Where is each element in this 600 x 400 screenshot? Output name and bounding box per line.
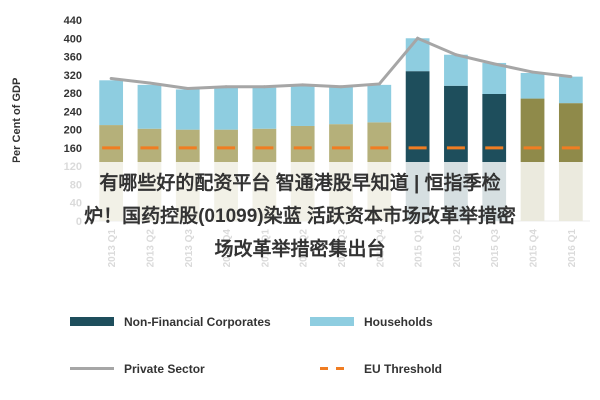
y-tick-label: 320 bbox=[64, 70, 82, 82]
legend-item-private-sector: Private Sector bbox=[70, 352, 290, 385]
legend-swatch bbox=[310, 364, 354, 373]
bar-households bbox=[558, 76, 583, 104]
private-sector-point bbox=[301, 83, 305, 87]
legend-swatch bbox=[310, 317, 354, 326]
private-sector-point bbox=[492, 62, 496, 66]
y-tick-label: 400 bbox=[64, 33, 82, 45]
legend-item-households: Households bbox=[310, 305, 530, 338]
y-tick-label: 160 bbox=[64, 143, 82, 155]
private-sector-point bbox=[377, 82, 381, 86]
y-tick-label: 240 bbox=[64, 106, 82, 118]
y-tick-label: 440 bbox=[64, 15, 82, 27]
bar-households bbox=[329, 86, 353, 125]
y-tick-label: 280 bbox=[64, 88, 82, 100]
legend-label: EU Threshold bbox=[364, 361, 443, 376]
private-sector-point bbox=[224, 85, 228, 89]
overlay-line: 场改革举措密集出台 bbox=[214, 238, 386, 260]
private-sector-point bbox=[454, 53, 458, 57]
legend-label: Private Sector bbox=[124, 361, 205, 376]
bar-households bbox=[99, 80, 124, 126]
legend-swatch bbox=[70, 367, 114, 370]
private-sector-point bbox=[147, 81, 151, 85]
legend-label: Non-Financial Corporates bbox=[124, 314, 271, 329]
overlay-line: 有哪些好的配资平台 智通港股早知道 | 恒指季检 bbox=[99, 172, 501, 194]
private-sector-point bbox=[109, 76, 113, 80]
private-sector-point bbox=[186, 87, 190, 91]
chart-legend: Non-Financial Corporates Households Priv… bbox=[70, 305, 530, 385]
bar-households bbox=[444, 54, 468, 86]
y-tick-label: 360 bbox=[64, 52, 82, 64]
bar-households bbox=[252, 87, 277, 129]
private-sector-point bbox=[416, 36, 420, 40]
legend-item-eu-threshold: EU Threshold bbox=[310, 352, 530, 385]
y-axis-label: Per Cent of GDP bbox=[11, 78, 23, 164]
private-sector-point bbox=[531, 70, 535, 74]
bar-households bbox=[367, 84, 392, 123]
bar-households bbox=[137, 84, 162, 129]
bar-households bbox=[214, 87, 238, 130]
bar-households bbox=[175, 89, 200, 130]
private-sector-point bbox=[262, 85, 266, 89]
legend-item-non-financial-corporates: Non-Financial Corporates bbox=[70, 305, 290, 338]
overlay-line: 炉！国药控股(01099)染蓝 活跃资本市场改革举措密 bbox=[84, 205, 516, 227]
private-sector-point bbox=[339, 85, 343, 89]
legend-swatch bbox=[70, 317, 114, 326]
bar-households bbox=[482, 62, 507, 95]
y-tick-label: 200 bbox=[64, 125, 82, 137]
legend-label: Households bbox=[364, 314, 433, 329]
overlay-banner: 有哪些好的配资平台 智通港股早知道 | 恒指季检 炉！国药控股(01099)染蓝… bbox=[0, 162, 600, 270]
private-sector-point bbox=[569, 75, 573, 79]
bar-households bbox=[520, 72, 545, 99]
bar-households bbox=[290, 85, 315, 126]
